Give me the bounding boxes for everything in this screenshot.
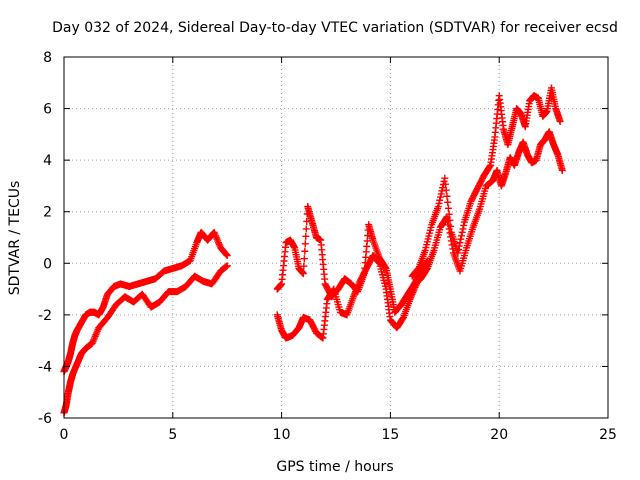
y-tick-label: -2: [38, 308, 52, 324]
data-point: [223, 252, 231, 260]
data-point: [302, 225, 310, 233]
data-point: [302, 232, 310, 240]
axis-ticks: 0 5 10 15 20 25 -6 -4 -2 0 2 4 6 8: [38, 50, 617, 443]
x-tick-label: 25: [599, 427, 617, 443]
data-point: [442, 186, 450, 194]
data-point: [375, 258, 383, 266]
series-4: [273, 252, 421, 342]
y-tick-label: -4: [38, 359, 52, 375]
series-1: [60, 228, 231, 376]
data-point: [436, 196, 444, 204]
data-point: [442, 180, 450, 188]
data-point: [299, 270, 307, 278]
data-point: [558, 166, 566, 174]
data-point: [457, 235, 465, 243]
data-point: [455, 242, 463, 250]
data-point: [329, 286, 337, 294]
y-axis-label: SDTVAR / TECUs: [7, 181, 23, 296]
data-point: [444, 198, 452, 206]
plot-frame: [63, 56, 609, 419]
data-point: [381, 263, 389, 271]
data-point: [456, 239, 464, 247]
x-tick-label: 20: [490, 427, 508, 443]
x-tick-label: 10: [273, 427, 291, 443]
data-point: [301, 240, 309, 248]
series-5: [408, 84, 564, 280]
data-point: [222, 251, 230, 259]
data-point: [447, 237, 455, 245]
y-tick-label: 2: [43, 205, 52, 221]
data-points: [60, 84, 566, 417]
y-tick-label: 4: [43, 153, 52, 169]
data-point: [443, 213, 451, 221]
data-point: [300, 255, 308, 263]
data-point: [300, 262, 308, 270]
data-point: [459, 225, 467, 233]
data-point: [435, 199, 443, 207]
data-point: [399, 315, 407, 323]
data-point: [445, 225, 453, 233]
data-point: [301, 247, 309, 255]
data-point: [223, 262, 231, 270]
y-tick-label: -6: [38, 411, 52, 427]
data-point: [446, 229, 454, 237]
grid-lines: [64, 57, 608, 418]
data-point: [457, 232, 465, 240]
data-point: [486, 162, 494, 170]
x-tick-label: 5: [168, 427, 177, 443]
data-point: [434, 203, 442, 211]
y-tick-label: 6: [43, 102, 52, 118]
data-point: [447, 233, 455, 241]
data-point: [437, 190, 445, 198]
series-6: [410, 128, 566, 288]
data-point: [444, 221, 452, 229]
x-tick-label: 0: [60, 427, 69, 443]
x-axis-label: GPS time / hours: [276, 459, 393, 475]
x-tick-label: 15: [381, 427, 399, 443]
data-point: [444, 204, 452, 212]
data-point: [436, 193, 444, 201]
data-point: [458, 228, 466, 236]
series-2: [60, 262, 231, 417]
data-point: [441, 174, 449, 182]
data-point: [449, 245, 457, 253]
y-tick-label: 8: [43, 50, 52, 66]
data-point: [444, 217, 452, 225]
data-point: [448, 241, 456, 249]
data-point: [460, 221, 468, 229]
data-point: [423, 266, 431, 274]
y-tick-label: 0: [43, 256, 52, 272]
data-point: [556, 117, 564, 125]
data-point: [443, 192, 451, 200]
chart-title: Day 032 of 2024, Sidereal Day-to-day VTE…: [52, 20, 618, 36]
